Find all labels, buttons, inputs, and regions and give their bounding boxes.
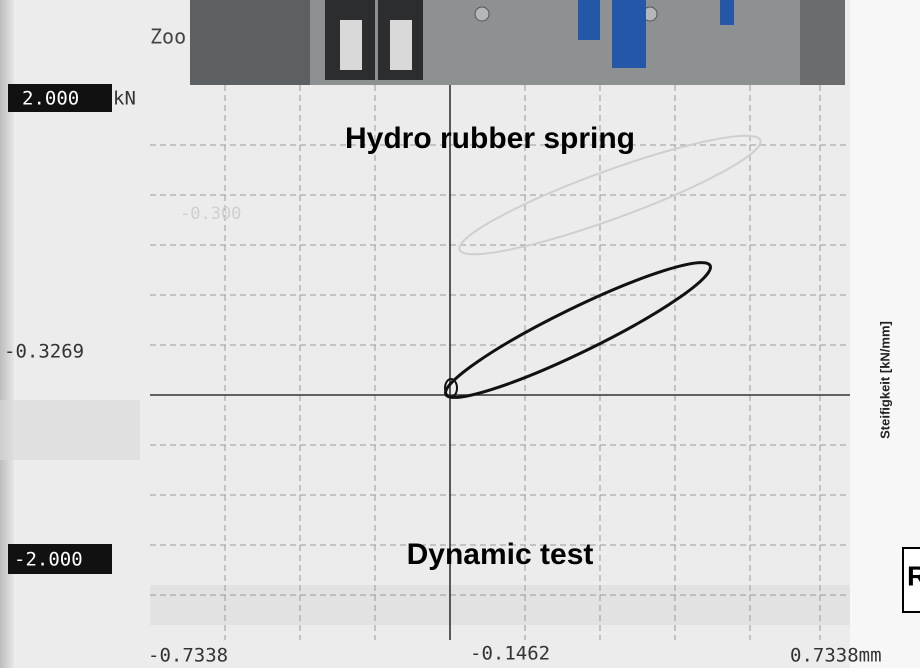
y-top-label: 2.000 — [22, 88, 79, 110]
caption: Dynamic test — [407, 538, 594, 571]
scan-smudge — [0, 400, 140, 460]
x-mid-label: -0.1462 — [470, 643, 550, 665]
x-right-label: 0.7338mm — [790, 645, 882, 667]
ghost-label: -0.300 — [180, 204, 241, 224]
y-mid-label: -0.3269 — [4, 341, 84, 363]
photo-connector — [390, 20, 412, 70]
photo-knob — [475, 7, 489, 21]
scan-smudge — [150, 585, 850, 625]
y-bottom-label: -2.000 — [14, 549, 83, 571]
photo-connector — [340, 20, 362, 70]
photo-sticker — [578, 0, 600, 40]
photo-sticker — [720, 0, 734, 25]
title: Hydro rubber spring — [345, 122, 635, 155]
photo-shadow — [800, 0, 845, 85]
screenshot: Steifigkeit [kN/mm] R Zoo 2.000 kN -0.30… — [0, 0, 920, 668]
photo-panel — [190, 0, 310, 85]
y-unit: kN — [113, 88, 136, 110]
photo-sticker — [612, 0, 646, 68]
x-left-label: -0.7338 — [148, 645, 228, 667]
side-axis-label: Steifigkeit [kN/mm] — [877, 321, 892, 439]
side-box-label: R — [907, 560, 920, 591]
zoom-label: Zoo — [150, 25, 186, 49]
